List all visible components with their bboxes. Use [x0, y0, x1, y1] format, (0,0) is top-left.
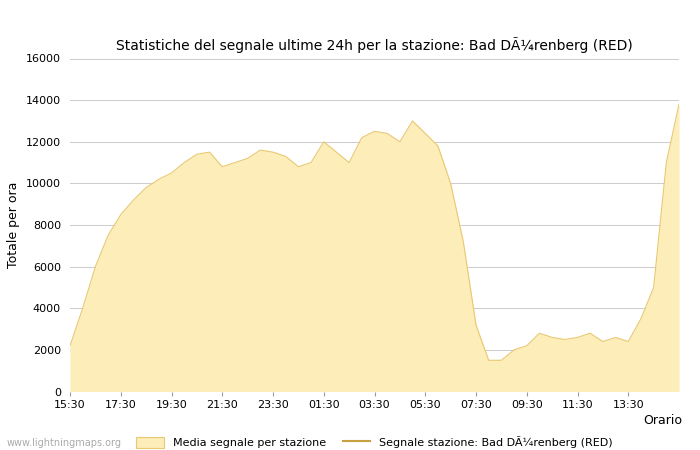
Y-axis label: Totale per ora: Totale per ora — [7, 182, 20, 268]
Text: www.lightningmaps.org: www.lightningmaps.org — [7, 438, 122, 448]
Title: Statistiche del segnale ultime 24h per la stazione: Bad DÃ¼renberg (RED): Statistiche del segnale ultime 24h per l… — [116, 37, 633, 53]
Legend: Media segnale per stazione, Segnale stazione: Bad DÃ¼renberg (RED): Media segnale per stazione, Segnale staz… — [132, 432, 617, 450]
Text: Orario: Orario — [643, 414, 682, 427]
